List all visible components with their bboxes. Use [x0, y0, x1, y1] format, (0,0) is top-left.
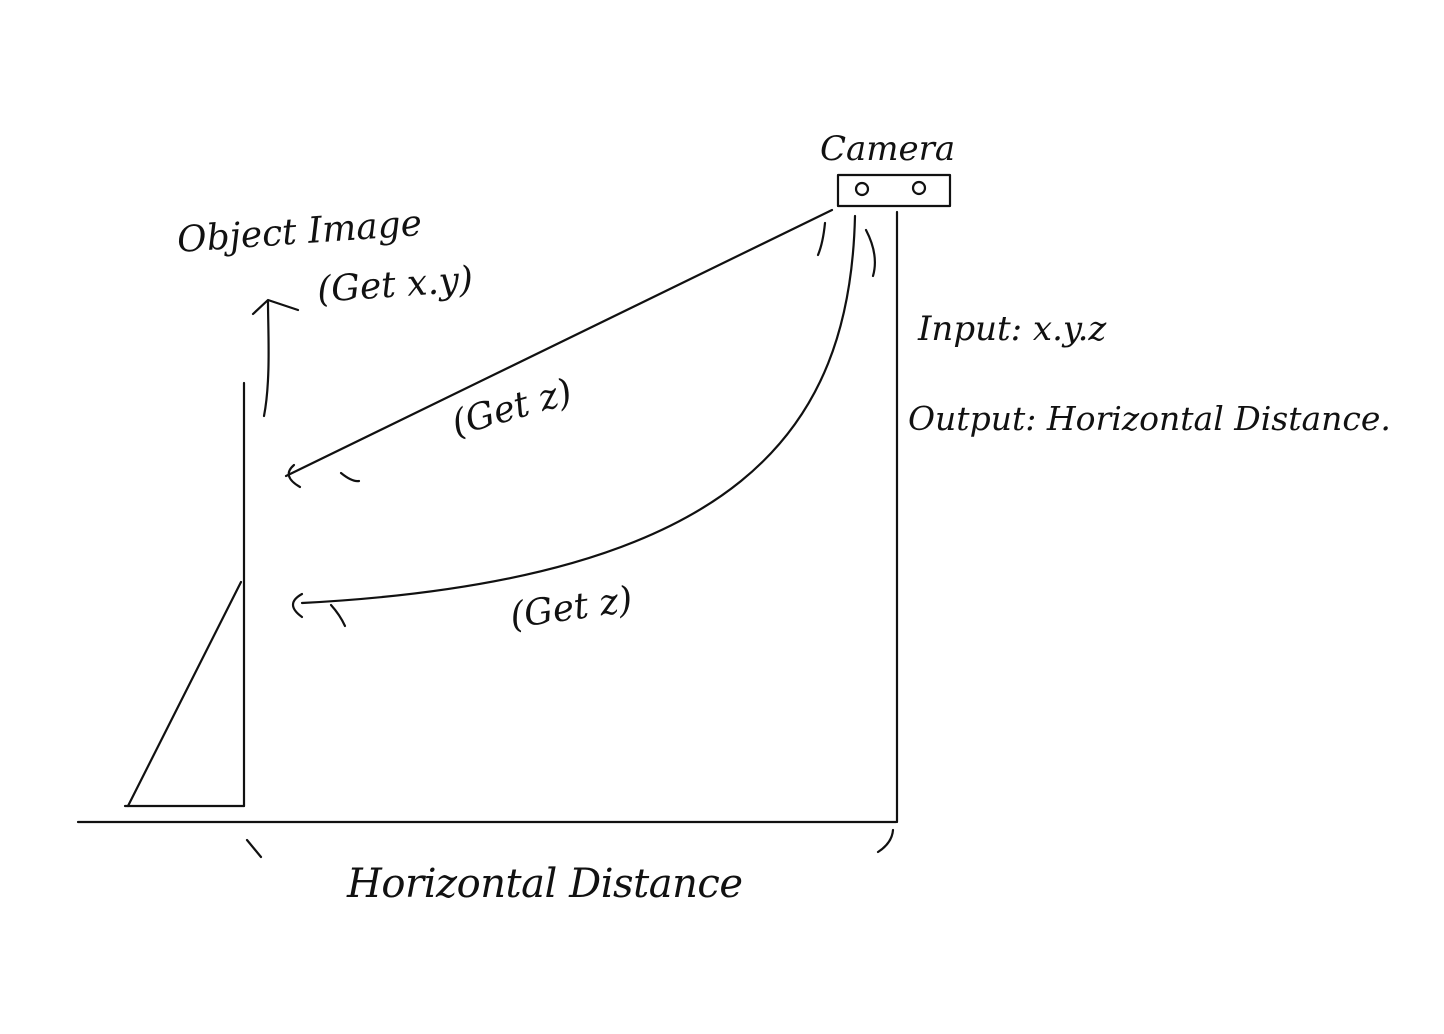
object-image-arrow: [251, 298, 300, 418]
horizontal-distance-label: Horizontal Distance: [346, 861, 743, 907]
get-xy-label: (Get x.y): [316, 259, 475, 311]
upper-ray-arrow: [284, 208, 834, 489]
get-z-upper-label: (Get z): [447, 371, 577, 444]
get-z-lower-label: (Get z): [508, 579, 636, 637]
ground-tick-left: [245, 838, 263, 859]
camera-label: Camera: [820, 129, 955, 169]
camera-icon: [836, 173, 952, 208]
output-label: Output: Horizontal Distance.: [908, 399, 1391, 438]
input-label: Input: x.y.z: [917, 309, 1107, 349]
object-image-label: Object Image: [176, 203, 424, 261]
ground-tick-right: [876, 828, 895, 854]
object-structure: [123, 381, 246, 808]
lower-curve-arrow: [291, 214, 876, 628]
